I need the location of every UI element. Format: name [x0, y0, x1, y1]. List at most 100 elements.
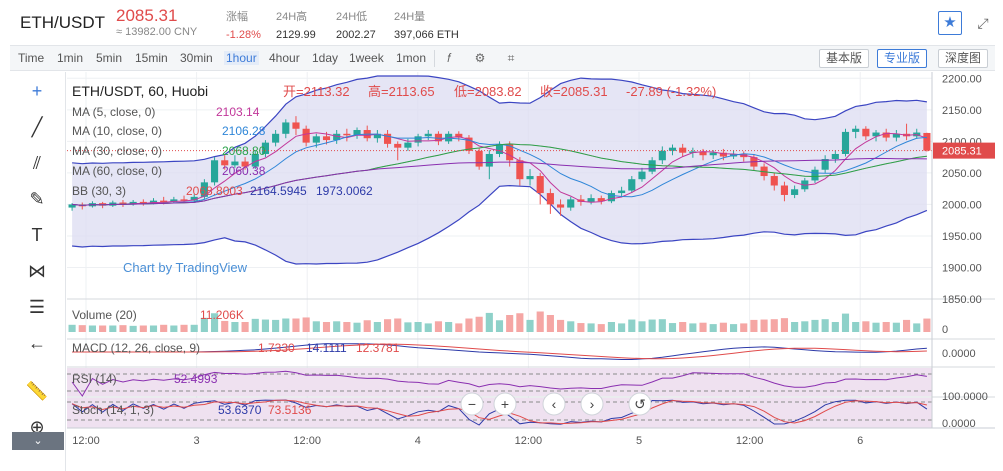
- price-tick-label: 1950.00: [942, 231, 982, 243]
- volume-bar: [546, 315, 554, 332]
- bb-lower-value: 1973.0062: [316, 184, 373, 198]
- volume-bar: [882, 322, 890, 332]
- volume-bar: [750, 319, 758, 332]
- volume-bar: [221, 320, 229, 332]
- screenshot-icon[interactable]: ⌗: [507, 51, 515, 65]
- depth-chart-button[interactable]: 深度图: [938, 49, 989, 68]
- time-tick-label: 3: [194, 435, 200, 447]
- time-tick-label: 12:00: [736, 435, 764, 447]
- time-tick-label: 5: [636, 435, 642, 447]
- volume-bar: [923, 318, 931, 332]
- volume-bar: [628, 319, 636, 332]
- timeframe-time[interactable]: Time: [18, 51, 45, 65]
- volume-bar: [841, 313, 850, 332]
- candle-body: [343, 133, 351, 136]
- time-tick-label: 12:00: [515, 435, 543, 447]
- volume-bar: [607, 322, 616, 332]
- stat-volume: 24H量 397,066 ETH: [394, 11, 459, 41]
- volume-bar: [556, 319, 565, 332]
- timeframe-1min[interactable]: 1min: [57, 51, 84, 65]
- volume-bar: [485, 312, 493, 332]
- indicators-icon[interactable]: 𝑓: [447, 51, 451, 65]
- timeframe-30min[interactable]: 30min: [180, 51, 213, 65]
- candle-body: [404, 142, 412, 148]
- candle-body: [841, 131, 850, 154]
- candle-body: [68, 204, 76, 208]
- brush-icon[interactable]: ✎: [29, 189, 45, 209]
- volume-bar: [129, 325, 137, 332]
- volume-bar: [597, 324, 605, 332]
- ma5-line: [72, 132, 928, 206]
- volume-bar: [190, 324, 198, 332]
- volume-bar: [791, 322, 799, 332]
- candle-body: [872, 132, 880, 137]
- volume-bar: [536, 311, 544, 332]
- timeframe-1hour[interactable]: 1hour: [224, 51, 259, 65]
- candle-body: [546, 193, 554, 205]
- fib-levels-icon[interactable]: ☰: [28, 297, 46, 317]
- timeframe-1day[interactable]: 1day: [312, 51, 339, 65]
- volume-bar: [343, 322, 351, 332]
- candle-body: [536, 176, 544, 194]
- candle-body: [618, 190, 626, 194]
- candle-body: [424, 133, 432, 137]
- candle-body: [302, 128, 310, 143]
- ma5-label: MA (5, close, 0): [72, 105, 155, 119]
- basic-view-button[interactable]: 基本版: [819, 49, 870, 68]
- candle-body: [200, 182, 208, 197]
- collapse-toolbar-button[interactable]: ⌄: [12, 432, 64, 450]
- volume-bar: [455, 323, 463, 332]
- candle-body: [414, 136, 422, 143]
- volume-bar: [261, 319, 270, 332]
- candle-body: [383, 133, 392, 144]
- timeframe-1week[interactable]: 1week: [349, 51, 384, 65]
- settings-icon[interactable]: ⚙: [474, 51, 486, 65]
- pitchfork-icon[interactable]: ⫽: [32, 153, 42, 173]
- zoom-in-button-button: [493, 392, 517, 416]
- pattern-icon[interactable]: ⋈: [28, 261, 46, 281]
- candle-body: [333, 133, 341, 141]
- rsi-band: [67, 368, 932, 396]
- candle-body: [455, 133, 463, 138]
- volume-bar: [139, 325, 147, 332]
- text-tool-icon[interactable]: T: [31, 225, 43, 245]
- volume-bar: [495, 320, 504, 332]
- pro-view-button[interactable]: 专业版: [877, 49, 928, 68]
- timeframe-5min[interactable]: 5min: [96, 51, 123, 65]
- candle-body: [465, 137, 473, 151]
- volume-bar: [302, 317, 310, 332]
- ruler-icon[interactable]: 📏: [25, 381, 49, 401]
- expand-icon[interactable]: ⤢: [977, 15, 989, 31]
- stat-change: 涨幅 -1.28%: [226, 11, 261, 41]
- timeframe-15min[interactable]: 15min: [135, 51, 168, 65]
- bollinger-band-fill: [72, 76, 927, 264]
- volume-bar: [729, 324, 738, 332]
- crosshair-icon[interactable]: +: [31, 81, 43, 101]
- volume-bar: [852, 322, 860, 332]
- volume-bar: [322, 322, 331, 332]
- volume-bar: [292, 318, 300, 332]
- candle-body: [607, 193, 616, 202]
- trendline-icon[interactable]: ╱: [31, 117, 43, 137]
- cny-price: ≈ 13982.00 CNY: [116, 26, 198, 38]
- volume-axis-label: 0: [942, 324, 948, 336]
- star-icon[interactable]: ★: [938, 11, 962, 35]
- candle-body: [149, 200, 158, 204]
- time-tick-label: 12:00: [72, 435, 100, 447]
- back-arrow-icon[interactable]: ←: [28, 333, 46, 353]
- ma10-label: MA (10, close, 0): [72, 124, 162, 138]
- candle-body: [648, 160, 656, 172]
- ticker-header: ETH/USDT 2085.31 ≈ 13982.00 CNY 涨幅 -1.28…: [0, 0, 1003, 44]
- candle-body: [597, 198, 605, 202]
- candle-body: [852, 128, 860, 132]
- price-tick-label: 1850.00: [942, 294, 982, 306]
- drawing-toolbar: + ╱ ⫽ ✎ T ⋈ ☰ ← 📏 ⊕: [10, 72, 66, 471]
- bollinger-lower-line: [72, 184, 928, 265]
- candle-body: [750, 157, 758, 167]
- macd-axis-label: 0.0000: [942, 348, 976, 360]
- candle-body: [923, 132, 931, 151]
- timeframe-4hour[interactable]: 4hour: [269, 51, 300, 65]
- timeframe-1mon[interactable]: 1mon: [396, 51, 427, 65]
- volume-bar: [414, 322, 422, 332]
- volume-label: Volume (20): [72, 308, 137, 322]
